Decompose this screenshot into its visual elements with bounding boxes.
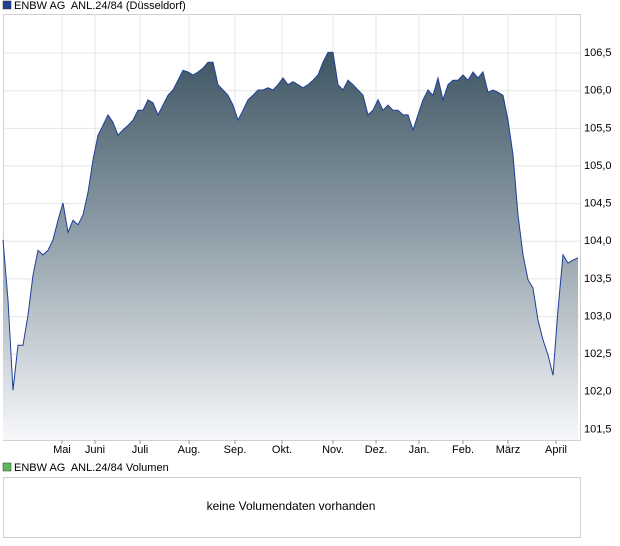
legend-swatch	[2, 0, 12, 10]
y-tick-label: 106,0	[584, 85, 612, 97]
y-tick-label: 102,5	[584, 348, 612, 360]
plot-frame	[3, 14, 581, 441]
x-tick-label: März	[496, 444, 520, 456]
y-tick-label: 105,0	[584, 160, 612, 172]
x-tick-label: Mai	[53, 444, 71, 456]
legend-label: ENBW AG ANL.24/84 (Düsseldorf)	[14, 0, 186, 12]
y-tick-label: 101,5	[584, 423, 612, 435]
x-tick-label: Dez.	[365, 444, 388, 456]
y-tick-label: 102,0	[584, 386, 612, 398]
y-tick-label: 104,5	[584, 198, 612, 210]
y-tick-label: 105,5	[584, 122, 612, 134]
x-tick-label: Sep.	[224, 444, 247, 456]
legend-swatch	[2, 462, 12, 472]
x-tick-label: Feb.	[452, 444, 474, 456]
x-tick-label: Okt.	[272, 444, 292, 456]
y-tick-label: 106,5	[584, 47, 612, 59]
x-tick-label: April	[545, 444, 567, 456]
area-fill	[3, 52, 578, 441]
volume-frame	[3, 477, 581, 538]
x-tick-label: Aug.	[178, 444, 201, 456]
price-line	[2, 51, 579, 391]
y-tick-label: 103,0	[584, 310, 612, 322]
y-tick-label: 104,0	[584, 235, 612, 247]
x-tick-label: Jan.	[409, 444, 430, 456]
x-tick-label: Juni	[85, 444, 105, 456]
x-tick-label: Nov.	[322, 444, 344, 456]
x-tick-label: Juli	[132, 444, 149, 456]
y-tick-label: 103,5	[584, 273, 612, 285]
legend-label: ENBW AG ANL.24/84 Volumen	[14, 462, 169, 474]
empty-message: keine Volumendaten vorhanden	[207, 499, 376, 513]
